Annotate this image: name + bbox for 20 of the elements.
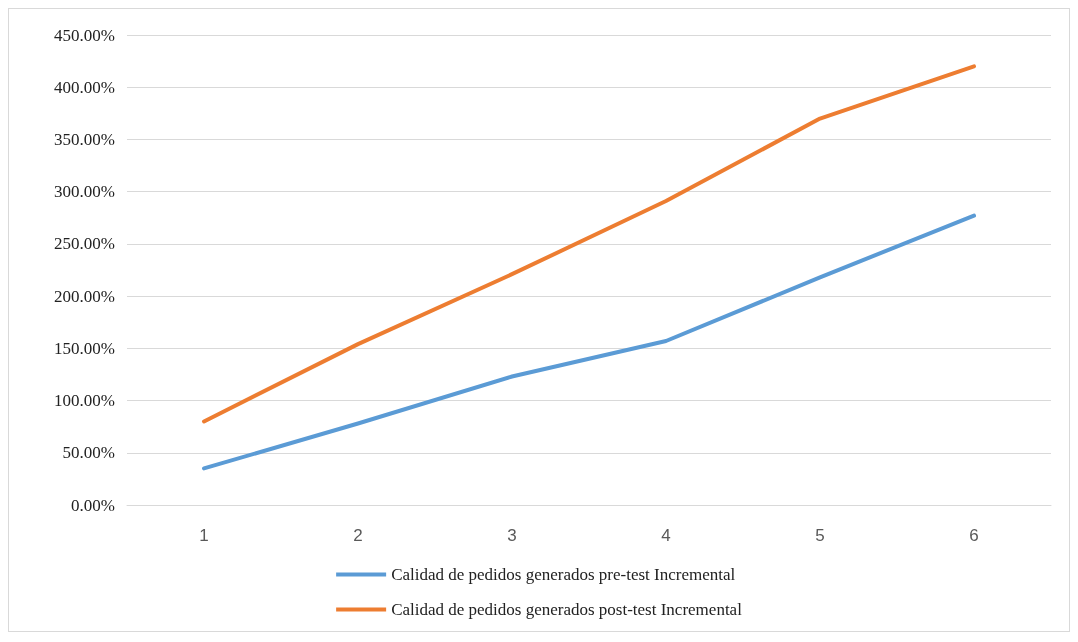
legend-label: Calidad de pedidos generados pre-test Incremental — [391, 565, 736, 584]
y-tick-label: 200.00% — [54, 286, 115, 306]
x-tick-label: 1 — [199, 526, 209, 545]
y-tick-label: 350.00% — [54, 129, 115, 149]
y-tick-label: 400.00% — [54, 77, 115, 97]
legend-label: Calidad de pedidos generados post-test Incremental — [391, 600, 743, 619]
y-tick-label: 300.00% — [54, 182, 115, 202]
x-tick-label: 2 — [353, 526, 363, 545]
x-tick-label: 4 — [661, 526, 671, 545]
x-tick-label: 3 — [507, 526, 517, 545]
y-tick-label: 150.00% — [54, 338, 115, 358]
y-tick-label: 50.00% — [62, 443, 115, 463]
y-tick-label: 250.00% — [54, 234, 115, 254]
y-tick-label: 0.00% — [71, 495, 115, 515]
y-tick-label: 100.00% — [54, 391, 115, 411]
y-tick-label: 450.00% — [54, 25, 115, 45]
x-tick-label: 5 — [815, 526, 825, 545]
x-tick-label: 6 — [969, 526, 979, 545]
line-series — [202, 213, 976, 471]
line-series — [202, 64, 976, 424]
